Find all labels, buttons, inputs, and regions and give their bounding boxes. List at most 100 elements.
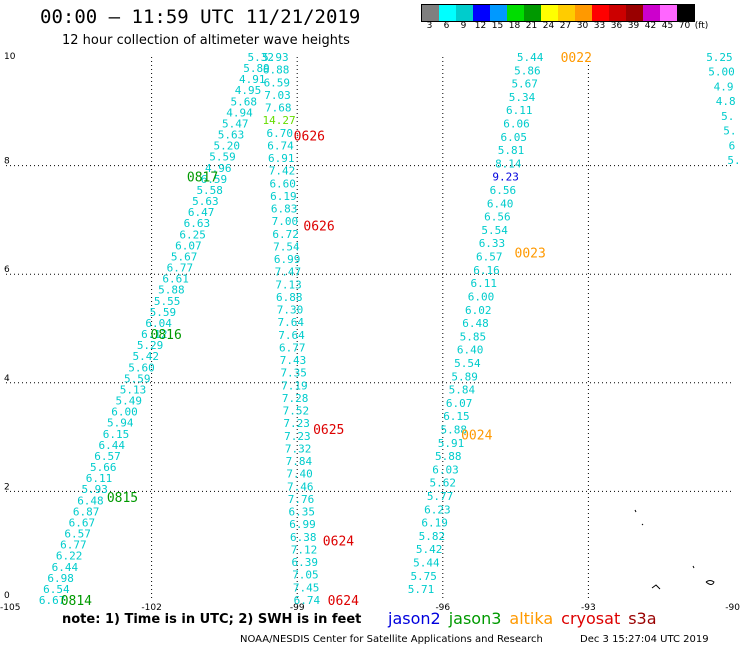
island-outline bbox=[634, 509, 644, 526]
wave-height-value: 7.40 bbox=[286, 468, 313, 481]
satellite-jason2: jason2 bbox=[388, 609, 441, 628]
wave-height-value: 6.56 bbox=[490, 184, 517, 197]
wave-height-value: 6.77 bbox=[167, 262, 194, 275]
legend-label: (ft) bbox=[694, 21, 709, 31]
credit-text: NOAA/NESDIS Center for Satellite Applica… bbox=[240, 634, 543, 645]
x-tick-label: -90 bbox=[725, 603, 740, 613]
wave-height-value: 6.48 bbox=[77, 494, 104, 507]
color-legend bbox=[421, 4, 695, 22]
wave-height-value: 5.91 bbox=[438, 437, 465, 450]
wave-height-value: 6.11 bbox=[86, 472, 113, 485]
wave-height-value: 5. bbox=[723, 125, 736, 138]
legend-swatch-7 bbox=[541, 5, 558, 21]
island-outline bbox=[705, 580, 715, 585]
wave-height-value: 6.83 bbox=[271, 203, 298, 216]
wave-height-value: 4.91 bbox=[239, 73, 266, 86]
wave-height-value: 9.23 bbox=[492, 171, 519, 184]
generated-time: Dec 3 15:27:04 UTC 2019 bbox=[580, 634, 709, 645]
wave-height-value: 4.9 bbox=[714, 80, 734, 93]
wave-height-value: 5. bbox=[727, 154, 740, 167]
wave-height-value: 7.43 bbox=[280, 354, 307, 367]
wave-height-value: 6.25 bbox=[179, 228, 206, 241]
wave-height-value: 5.25 bbox=[706, 51, 733, 64]
wave-height-value: 7.64 bbox=[278, 316, 305, 329]
wave-height-value: 7.23 bbox=[284, 430, 311, 443]
legend-label: 42 bbox=[644, 21, 657, 31]
wave-height-value: 5.00 bbox=[708, 66, 735, 79]
y-tick-label: 6 bbox=[4, 265, 10, 275]
legend-swatch-0 bbox=[422, 5, 439, 21]
wave-height-value: 6.77 bbox=[60, 539, 87, 552]
pass-time-label: 0022 bbox=[561, 51, 592, 66]
pass-time-label: 0624 bbox=[323, 534, 354, 549]
wave-height-value: 6.98 bbox=[47, 572, 74, 585]
legend-swatch-11 bbox=[609, 5, 626, 21]
wave-height-value: 6.60 bbox=[269, 177, 296, 190]
wave-height-value: 5.62 bbox=[430, 477, 457, 490]
x-tick-label: -96 bbox=[435, 603, 450, 613]
wave-height-value: 7.45 bbox=[293, 581, 320, 594]
wave-height-value: 6.74 bbox=[267, 139, 294, 152]
wave-height-value: 6.00 bbox=[468, 290, 495, 303]
wave-height-value: 6.72 bbox=[272, 228, 299, 241]
x-tick-label: -93 bbox=[581, 603, 596, 613]
legend-label: 3 bbox=[426, 21, 433, 31]
legend-label: 45 bbox=[661, 21, 674, 31]
y-tick-label: 2 bbox=[4, 482, 10, 492]
legend-label: 9 bbox=[460, 21, 467, 31]
legend-label: 70 bbox=[678, 21, 691, 31]
wave-height-value: 5.47 bbox=[222, 117, 249, 130]
legend-label: 39 bbox=[627, 21, 640, 31]
footer-note: note: 1) Time is in UTC; 2) SWH is in fe… bbox=[62, 612, 362, 627]
satellite-cryosat: cryosat bbox=[561, 609, 621, 628]
wave-height-value: 6.07 bbox=[175, 239, 202, 252]
legend-swatch-5 bbox=[507, 5, 524, 21]
wave-height-value: 6.59 bbox=[201, 173, 228, 186]
wave-height-value: 8.14 bbox=[495, 157, 522, 170]
wave-height-value: 5.42 bbox=[416, 543, 443, 556]
wave-height-value: 5.54 bbox=[481, 224, 508, 237]
wave-height-value: 5.89 bbox=[451, 370, 478, 383]
wave-height-value: 6.40 bbox=[457, 344, 484, 357]
legend-swatch-9 bbox=[575, 5, 592, 21]
wave-height-value: 5.89 bbox=[243, 62, 270, 75]
wave-height-value: 7.54 bbox=[273, 240, 300, 253]
wave-height-value: 7.12 bbox=[291, 543, 318, 556]
wave-height-value: 6.04 bbox=[145, 317, 172, 330]
wave-height-value: 5.88 bbox=[158, 284, 185, 297]
wave-height-value: 6.57 bbox=[476, 251, 503, 264]
wave-height-value: 5.77 bbox=[427, 490, 454, 503]
wave-height-value: 6.99 bbox=[289, 518, 316, 531]
chart-subtitle: 12 hour collection of altimeter wave hei… bbox=[62, 33, 350, 48]
wave-height-value: 6.33 bbox=[479, 237, 506, 250]
pass-time-label: 0023 bbox=[515, 246, 546, 261]
wave-height-value: 14.27 bbox=[262, 114, 295, 127]
wave-height-value: 6.12 bbox=[141, 328, 168, 341]
wave-height-value: 6.67 bbox=[69, 516, 96, 529]
legend-label: 18 bbox=[508, 21, 521, 31]
wave-height-value: 6.38 bbox=[290, 531, 317, 544]
y-tick-label: 8 bbox=[4, 157, 10, 167]
wave-height-value: 7.52 bbox=[283, 405, 310, 418]
pass-time-label: 0626 bbox=[303, 219, 334, 234]
legend-swatch-15 bbox=[677, 5, 694, 21]
wave-height-value: 5.86 bbox=[514, 64, 541, 77]
wave-height-value: 6.54 bbox=[43, 583, 70, 596]
wave-height-value: 6 bbox=[729, 139, 736, 152]
wave-height-value: 7.19 bbox=[281, 379, 308, 392]
wave-height-value: 6.74 bbox=[294, 594, 321, 607]
y-tick-label: 10 bbox=[4, 52, 16, 62]
legend-label: 6 bbox=[443, 21, 450, 31]
wave-height-value: 6.44 bbox=[52, 561, 79, 574]
wave-height-value: 6.06 bbox=[503, 118, 530, 131]
x-tick-label: -102 bbox=[141, 603, 161, 613]
wave-height-value: 6.00 bbox=[111, 406, 138, 419]
legend-swatch-6 bbox=[524, 5, 541, 21]
satellite-jason3: jason3 bbox=[448, 609, 502, 628]
wave-height-value: 5.67 bbox=[511, 78, 538, 91]
wave-height-value: 7.84 bbox=[286, 455, 313, 468]
wave-height-value: 6.57 bbox=[64, 528, 91, 541]
legend-swatch-8 bbox=[558, 5, 575, 21]
wave-height-value: 6.15 bbox=[103, 428, 130, 441]
